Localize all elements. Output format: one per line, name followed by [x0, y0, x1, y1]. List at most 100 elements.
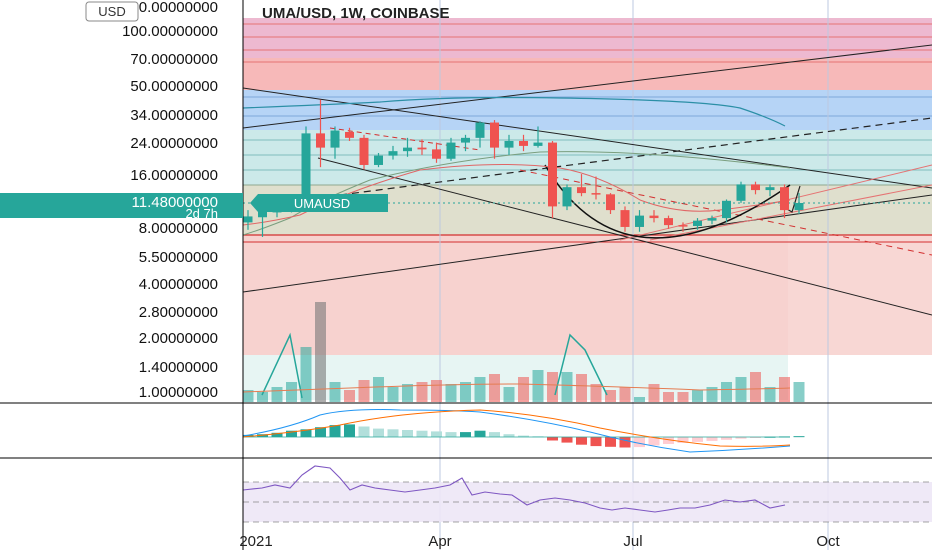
- candle-body: [301, 133, 311, 205]
- candle: [736, 181, 746, 203]
- candle: [504, 134, 514, 155]
- candle: [533, 126, 543, 148]
- volume-bar: [779, 377, 790, 402]
- y-axis[interactable]: 140.00000000 100.00000000 70.00000000 50…: [122, 0, 218, 401]
- candle-body: [765, 187, 775, 191]
- macd-histogram-bar: [344, 424, 355, 437]
- macd-histogram-bar: [576, 437, 587, 445]
- volume-bars: [242, 302, 805, 402]
- candle-body: [635, 215, 644, 227]
- candle-body: [446, 142, 456, 159]
- candle: [446, 137, 456, 161]
- candle: [374, 152, 383, 168]
- macd-histogram-bar: [648, 437, 660, 446]
- volume-bar: [489, 374, 500, 402]
- volume-bar: [677, 392, 689, 402]
- y-tick-label: 70.00000000: [130, 51, 218, 68]
- candle-body: [562, 187, 572, 207]
- candle-body: [258, 211, 267, 218]
- candle-body: [490, 122, 499, 148]
- y-tick-label: 5.50000000: [139, 249, 218, 266]
- candle-body: [722, 200, 731, 219]
- candle-body: [243, 216, 253, 223]
- candle: [432, 142, 441, 163]
- y-tick-label: 34.00000000: [130, 107, 218, 124]
- volume-bar: [344, 390, 355, 402]
- volume-bar: [793, 382, 805, 402]
- candle: [620, 206, 630, 232]
- y-tick-label: 1.40000000: [139, 359, 218, 376]
- candle: [330, 126, 340, 159]
- y-tick-label: 50.00000000: [130, 78, 218, 95]
- volume-bar: [416, 382, 428, 402]
- macd-histogram-bar: [561, 437, 573, 443]
- last-price-tag: 11.48000000 2d 7h: [0, 193, 243, 221]
- candle-body: [577, 187, 586, 194]
- candle: [678, 222, 688, 232]
- macd-histogram-bar: [271, 432, 283, 437]
- x-tick-label: Apr: [428, 533, 451, 550]
- macd-histogram-bar: [605, 437, 616, 447]
- candle: [243, 210, 253, 230]
- volume-bar: [387, 387, 399, 402]
- volume-bar: [445, 384, 457, 402]
- macd-histogram-bar: [793, 436, 805, 438]
- y-tick-label: 24.00000000: [130, 135, 218, 152]
- macd-histogram-bar: [721, 437, 732, 440]
- candle-body: [359, 137, 369, 165]
- candle-body: [475, 122, 485, 138]
- candle: [751, 181, 760, 195]
- volume-bar: [431, 380, 442, 402]
- x-axis: 2021 Apr Jul Oct: [239, 533, 840, 550]
- macd-pane: [242, 409, 805, 453]
- currency-badge[interactable]: USD: [85, 1, 139, 22]
- candle-body: [649, 215, 659, 219]
- candle: [388, 145, 398, 160]
- macd-histogram-bar: [387, 429, 399, 437]
- x-tick-label: Jul: [623, 533, 642, 550]
- y-tick-label: 140.00000000: [122, 0, 218, 16]
- macd-histogram-bar: [750, 437, 761, 438]
- chart-title: UMA/USD, 1W, COINBASE: [262, 5, 450, 22]
- symbol-label-text: UMAUSD: [294, 196, 350, 211]
- macd-histogram-bar: [416, 430, 428, 437]
- macd-histogram-bar: [489, 432, 500, 437]
- volume-bar: [590, 384, 602, 402]
- candle: [403, 137, 412, 157]
- volume-bar: [315, 302, 326, 402]
- candle-body: [606, 194, 615, 211]
- macd-histogram-bar: [735, 437, 747, 439]
- rsi-pane: [242, 465, 932, 523]
- candle: [606, 193, 615, 215]
- candle: [548, 140, 557, 219]
- candle: [635, 210, 644, 232]
- macd-histogram-bar: [358, 426, 370, 437]
- candle-body: [403, 147, 412, 152]
- candle: [258, 208, 267, 237]
- y-tick-label: 16.00000000: [130, 167, 218, 184]
- macd-histogram-bar: [460, 432, 471, 437]
- macd-histogram-bar: [634, 437, 645, 448]
- volume-bar: [605, 390, 616, 402]
- macd-histogram-bar: [474, 430, 486, 437]
- volume-bar: [706, 387, 718, 402]
- x-tick-label: Oct: [816, 533, 840, 550]
- candle-body: [736, 184, 746, 201]
- candle: [794, 193, 804, 215]
- candle-body: [519, 140, 528, 146]
- currency-badge-label: USD: [98, 4, 125, 19]
- volume-bar: [286, 382, 297, 402]
- candle-body: [620, 210, 630, 227]
- macd-histogram-bar: [329, 425, 341, 437]
- candle-body: [345, 131, 354, 138]
- candle: [707, 215, 717, 225]
- volume-bar: [474, 377, 486, 402]
- candle-body: [664, 218, 673, 226]
- volume-lines: [242, 332, 791, 399]
- macd-histogram-bar: [431, 431, 442, 437]
- volume-bar: [750, 372, 761, 402]
- candle: [345, 127, 354, 141]
- candle-body: [461, 137, 470, 143]
